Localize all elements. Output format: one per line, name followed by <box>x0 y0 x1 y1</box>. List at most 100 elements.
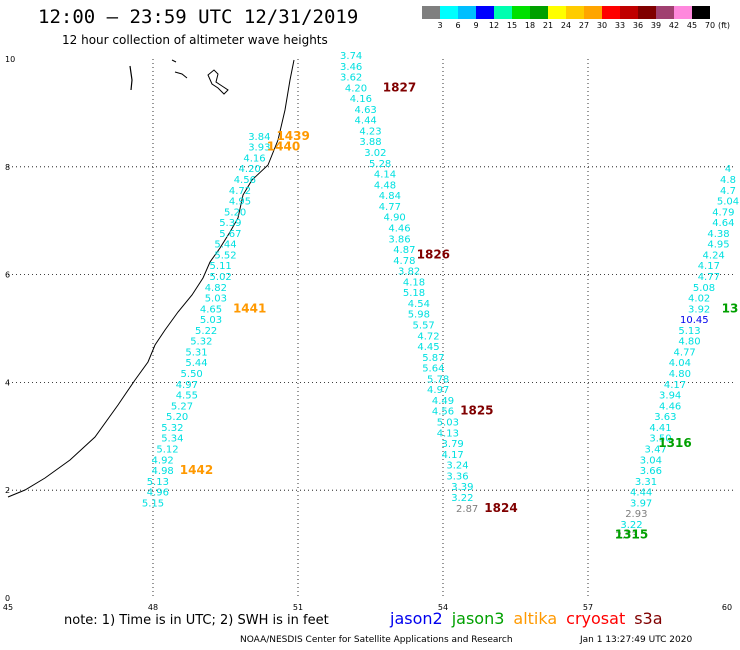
satellite-legend-jason3: jason3 <box>451 609 505 628</box>
wave-height-value: 5.18 <box>403 288 425 299</box>
wave-height-value: 3.04 <box>640 455 662 466</box>
wave-height-value: 4.97 <box>427 385 449 396</box>
wave-height-value: 4.46 <box>388 223 410 234</box>
legend-swatch-14 <box>674 6 692 19</box>
x-tick-label: 45 <box>3 603 13 612</box>
wave-height-value: 5.57 <box>413 321 435 332</box>
wave-height-value: 3.74 <box>340 51 362 62</box>
wave-height-value: 4.77 <box>674 347 696 358</box>
wave-height-value: 5.87 <box>422 353 444 364</box>
legend-label: 21 <box>542 21 554 30</box>
wave-height-value: 3.36 <box>446 471 468 482</box>
wave-height-value: 4.63 <box>355 105 377 116</box>
wave-height-value: 4.16 <box>350 94 372 105</box>
legend-swatch-4 <box>494 6 512 19</box>
wave-height-value: 3.62 <box>340 73 362 84</box>
legend-label: 15 <box>506 21 518 30</box>
legend-label: 3 <box>437 21 443 30</box>
wave-height-value: 4.45 <box>417 342 439 353</box>
wave-height-value: 4 <box>725 164 731 175</box>
wave-height-value: 4.04 <box>669 358 691 369</box>
legend-swatch-2 <box>458 6 476 19</box>
wave-height-value: 4.79 <box>712 207 734 218</box>
pass-number-label: 1442 <box>180 463 213 477</box>
wave-height-value: 4.18 <box>403 277 425 288</box>
legend-label: 9 <box>473 21 479 30</box>
wave-height-value: 3.31 <box>635 477 657 488</box>
wave-height-value: 5.28 <box>369 159 391 170</box>
legend-label: 30 <box>596 21 608 30</box>
page-subtitle: 12 hour collection of altimeter wave hei… <box>62 33 328 47</box>
wave-height-value: 4.95 <box>229 197 251 208</box>
pass-number-label: 1826 <box>417 247 450 261</box>
legend-label: 70 <box>704 21 716 30</box>
legend-swatch-12 <box>638 6 656 19</box>
wave-height-value: 3.02 <box>364 148 386 159</box>
wave-height-value: 4.38 <box>707 229 729 240</box>
credit-timestamp: Jan 1 13:27:49 UTC 2020 <box>580 635 693 645</box>
x-tick-label: 60 <box>722 603 732 612</box>
wave-height-value: 3.93 <box>248 143 270 154</box>
coastline-path <box>7 59 295 498</box>
island-2 <box>171 59 188 79</box>
pass-number-label: 1440 <box>267 140 300 154</box>
wave-height-value: 5.03 <box>200 315 222 326</box>
legend-swatch-3 <box>476 6 494 19</box>
altimeter-tracks: 3.843.934.164.204.564.724.955.205.395.67… <box>142 51 739 542</box>
wave-height-value: 4.64 <box>712 218 734 229</box>
legend-label: 12 <box>488 21 500 30</box>
wave-height-value: 5.32 <box>161 423 183 434</box>
legend-label: 6 <box>455 21 461 30</box>
legend-label: 42 <box>668 21 680 30</box>
y-tick-label: 0 <box>5 594 10 603</box>
wave-height-value: 5.31 <box>185 347 207 358</box>
wave-height-value: 3.86 <box>388 234 410 245</box>
wave-height-value: 2.73 <box>616 531 638 542</box>
wave-height-value: 3.22 <box>451 493 473 504</box>
legend-swatch-8 <box>566 6 584 19</box>
satellite-legend-jason2: jason2 <box>390 609 443 628</box>
wave-height-value: 5.12 <box>156 444 178 455</box>
wave-height-value: 5.22 <box>195 326 217 337</box>
legend-label: 33 <box>614 21 626 30</box>
wave-height-value: 4.02 <box>688 294 710 305</box>
wave-height-value: 5.08 <box>693 283 715 294</box>
legend-swatch-1 <box>440 6 458 19</box>
wave-height-value: 5.78 <box>427 374 449 385</box>
x-tick-label: 54 <box>438 603 448 612</box>
wave-height-value: 5.13 <box>678 326 700 337</box>
island-3 <box>207 69 229 95</box>
island-1 <box>129 65 133 91</box>
wave-height-value: 4.46 <box>659 401 681 412</box>
y-tick-label: 10 <box>5 55 15 64</box>
wave-height-value: 4.23 <box>359 126 381 137</box>
legend-swatch-6 <box>530 6 548 19</box>
wave-height-value: 4.96 <box>147 488 169 499</box>
wave-height-value: 3.94 <box>659 391 681 402</box>
pass-number-label: 1827 <box>383 80 416 94</box>
credit-text: NOAA/NESDIS Center for Satellite Applica… <box>240 635 513 645</box>
x-tick-label: 48 <box>148 603 158 612</box>
map-grid <box>8 59 733 598</box>
wave-height-value: 4.84 <box>379 191 401 202</box>
y-tick-label: 4 <box>5 378 10 387</box>
x-tick-label: 51 <box>293 603 303 612</box>
wave-height-value: 4.72 <box>417 331 439 342</box>
wave-height-value: 5.52 <box>214 250 236 261</box>
wave-height-value: 3.24 <box>446 461 468 472</box>
wave-height-value: 3.79 <box>442 439 464 450</box>
wave-height-value: 5.32 <box>190 337 212 348</box>
pass-number-label: 1824 <box>484 501 517 515</box>
wave-height-value: 3.50 <box>649 434 671 445</box>
pass-number-label: 1825 <box>460 404 493 418</box>
pass-number-label: 1316 <box>658 436 691 450</box>
legend-label: 18 <box>524 21 536 30</box>
wave-height-value: 3.22 <box>620 520 642 531</box>
wave-height-value: 3.97 <box>630 498 652 509</box>
wave-height-value: 3.84 <box>248 132 270 143</box>
wave-height-value: 5.64 <box>422 364 444 375</box>
wave-height-value: 5.50 <box>181 369 203 380</box>
color-scale-legend <box>422 6 710 19</box>
wave-height-value: 5.02 <box>210 272 232 283</box>
